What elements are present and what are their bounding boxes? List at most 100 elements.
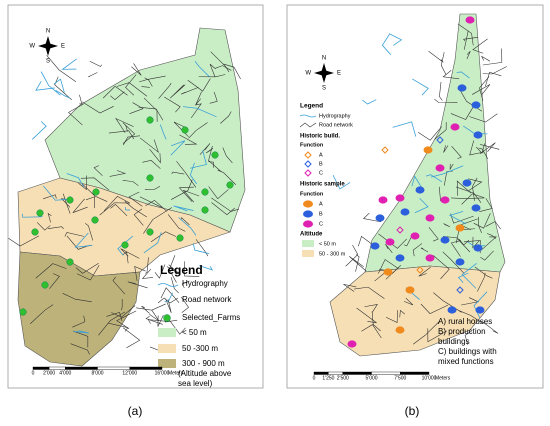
legend-item: Road network [319, 122, 353, 128]
road [46, 55, 77, 82]
sample [440, 196, 450, 204]
road [76, 265, 100, 281]
road [208, 186, 229, 200]
legend-item: A [319, 152, 323, 158]
road [443, 145, 449, 153]
scale-label: 10'000 [422, 375, 437, 381]
stream [456, 71, 470, 79]
road [479, 198, 493, 212]
road [122, 251, 129, 264]
road [122, 327, 141, 349]
road [482, 48, 503, 66]
road [70, 343, 90, 355]
sample [385, 238, 395, 246]
road [89, 60, 102, 67]
scale-segment [371, 371, 401, 375]
farm [146, 174, 154, 182]
legend-low [158, 328, 176, 337]
legend-building [304, 151, 312, 159]
road [469, 113, 498, 123]
road [133, 208, 144, 226]
scale-unit: Meters [435, 375, 451, 381]
road [8, 235, 40, 247]
legend-heading: Altitude [300, 232, 323, 238]
road [417, 126, 442, 141]
road [141, 305, 150, 314]
road [345, 244, 359, 267]
stream [182, 106, 217, 118]
sample [383, 268, 393, 276]
scale-label: 16'000 [155, 370, 170, 376]
road [459, 310, 484, 325]
road [434, 122, 447, 140]
stream [170, 140, 186, 156]
scale-segment [313, 371, 329, 375]
markers [19, 16, 485, 348]
road [180, 87, 199, 95]
sample [471, 101, 481, 109]
legend-item: < 50 m [319, 241, 336, 247]
stream [414, 197, 429, 214]
note: C) buildings with [438, 347, 497, 356]
scale-segment [32, 366, 50, 370]
road [399, 309, 406, 318]
compass-s: S [322, 86, 326, 92]
road [110, 203, 128, 217]
stream [74, 232, 93, 248]
road [486, 233, 496, 239]
scale-segment [328, 371, 343, 375]
road [181, 280, 190, 289]
legend-low [302, 240, 314, 247]
scale-label: 5'000 [365, 375, 377, 381]
road [420, 303, 449, 314]
road [378, 259, 399, 274]
stream [53, 78, 65, 93]
road [469, 140, 484, 156]
road [122, 122, 136, 144]
road [127, 281, 148, 289]
farm [121, 241, 129, 249]
road [420, 247, 429, 253]
farm [146, 228, 154, 236]
sample [447, 306, 457, 314]
road [109, 170, 127, 177]
stream [173, 205, 194, 212]
road [442, 251, 465, 274]
sample [405, 286, 415, 294]
road [36, 222, 51, 231]
stream [31, 121, 47, 140]
road [208, 145, 222, 173]
legend-high [158, 359, 176, 368]
stream [192, 243, 209, 254]
sample [425, 214, 435, 222]
legend-title: Legend [300, 103, 323, 110]
building [456, 286, 464, 294]
sample [471, 204, 481, 212]
road [78, 175, 87, 191]
legend-hydro [157, 283, 179, 287]
road [108, 130, 135, 140]
legend-hydro [299, 114, 317, 118]
legend-item: B [319, 161, 323, 167]
stream [462, 125, 488, 135]
legend-building [304, 160, 312, 168]
road [183, 189, 200, 203]
sample [410, 232, 420, 240]
sample [462, 179, 472, 187]
road [190, 103, 202, 119]
road [144, 186, 161, 190]
stream [178, 217, 197, 236]
stream [124, 207, 131, 211]
road [99, 202, 130, 216]
farm [201, 188, 209, 196]
road [403, 297, 414, 306]
road [481, 55, 491, 62]
note: B) production [438, 327, 486, 336]
road [147, 319, 167, 324]
legend-items: Hydrography Road network Selected_Farms < 5… [182, 279, 240, 368]
legend-heading: Function [300, 191, 324, 197]
road [149, 148, 161, 164]
legend-note: (Altitude above [178, 369, 232, 378]
